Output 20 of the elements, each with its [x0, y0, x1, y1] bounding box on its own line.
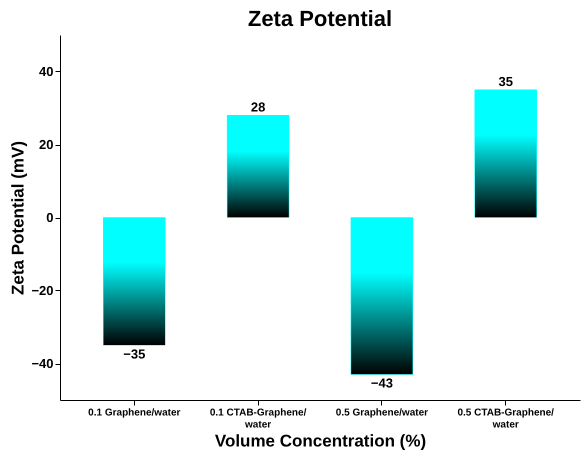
chart-title: Zeta Potential [248, 6, 392, 31]
y-tick-label: −20 [31, 283, 54, 298]
y-tick-label: −40 [31, 356, 54, 371]
x-tick-label: 0.5 CTAB-Graphene/water [457, 408, 554, 430]
x-tick-label: 0.5 Graphene/water [336, 408, 428, 418]
y-axis-title: Zeta Potential (mV) [8, 141, 28, 295]
bar [350, 217, 414, 375]
data-label: −43 [370, 375, 393, 390]
y-tick-label: 40 [39, 64, 54, 79]
data-label: 35 [498, 74, 513, 89]
y-tick-label: 20 [39, 137, 54, 152]
bar [103, 217, 166, 346]
data-label: 28 [250, 99, 266, 114]
data-label: −35 [123, 346, 146, 362]
x-tick-label: 0.1 Graphene/water [88, 408, 181, 418]
bar [226, 115, 290, 218]
bar [474, 90, 537, 218]
x-tick-label: 0.1 CTAB-Graphene/water [210, 408, 307, 430]
y-tick-label: 0 [46, 210, 54, 225]
x-axis-title: Volume Concentration (%) [214, 432, 426, 450]
